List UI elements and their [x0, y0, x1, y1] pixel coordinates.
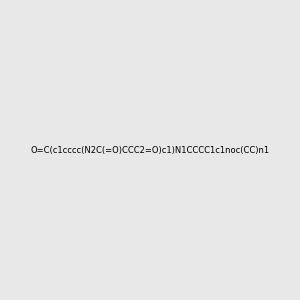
Text: O=C(c1cccc(N2C(=O)CCC2=O)c1)N1CCCC1c1noc(CC)n1: O=C(c1cccc(N2C(=O)CCC2=O)c1)N1CCCC1c1noc… — [30, 146, 270, 154]
